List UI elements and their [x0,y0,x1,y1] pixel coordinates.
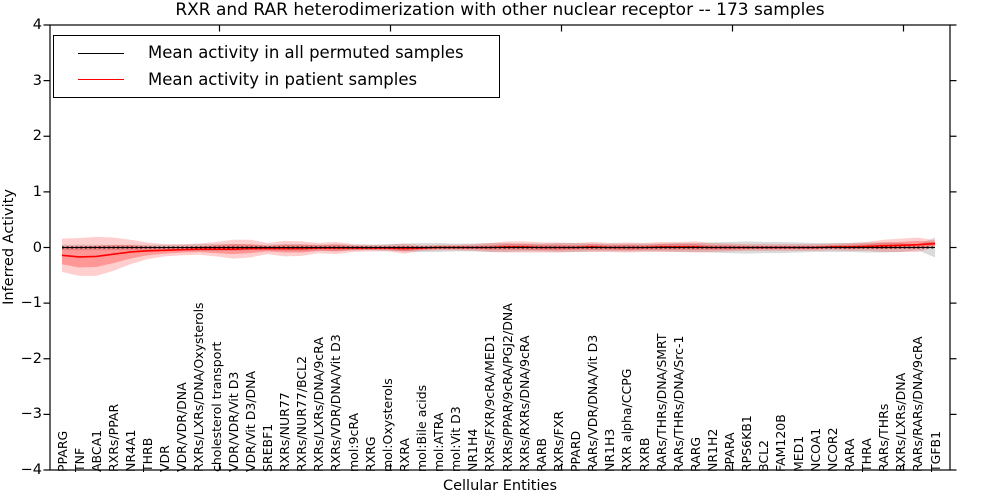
x-tick-label: THRA [859,438,875,472]
x-tick-label: RXR alpha/CCPG [619,368,635,472]
y-tick-label: −2 [20,350,42,367]
x-tick-label: MED1 [790,435,806,472]
x-tick-label: RXRs/VDR/DNA/Vit D3 [328,334,344,472]
x-tick-label: NR1H2 [704,428,720,472]
x-tick-label: mol:Bile acids [413,384,429,472]
x-tick-label: THRB [140,437,156,472]
legend-item-permuted: Mean activity in all permuted samples [78,44,499,62]
legend: Mean activity in all permuted samples Me… [53,35,500,98]
x-tick-label: TNF [71,447,87,472]
x-tick-label: ABCA1 [88,429,104,472]
x-tick-label: RXRs/FXR [550,410,566,472]
x-tick-label: mol:9cRA [345,412,361,472]
y-tick-label: −3 [20,406,42,423]
permuted-line-swatch [78,52,124,54]
x-tick-label: RXRs/FXR/9cRA/MED1 [482,334,498,472]
x-tick-label: NR1H4 [465,428,481,472]
x-tick-label: RARs/THRs/DNA/SMRT [653,333,669,472]
x-tick-label: RXRs/PPAR/9cRA/PGJ2/DNA [499,303,515,472]
x-tick-label: PPARA [722,432,738,472]
x-tick-label: cholesterol transport [208,341,224,472]
x-tick-label: RXRs/LXRs/DNA/9cRA [311,337,327,472]
x-tick-label: mol:ATRA [431,412,447,472]
x-tick-label: VDR/Vit D3/DNA [242,370,258,472]
x-tick-label: PPARD [568,430,584,472]
x-tick-label: mol:Oxysterols [379,378,395,472]
x-tick-label: NR4A1 [122,429,138,473]
y-tick-label: 3 [32,72,42,89]
x-tick-label: RXRB [636,437,652,472]
x-tick-label: RARs/RARs/DNA/9cRA [910,336,926,472]
x-tick-label: NCOR2 [824,427,840,472]
x-axis-label: Cellular Entities [442,478,558,494]
y-tick-label: 0 [32,239,42,256]
y-tick-label: 4 [32,17,42,33]
y-tick-label: −1 [20,295,42,312]
x-tick-label: RXRs/NUR77/BCL2 [294,356,310,472]
y-tick-label: −4 [20,462,42,478]
legend-item-patient: Mean activity in patient samples [78,69,499,89]
x-tick-label: VDR [157,445,173,472]
x-tick-label: RARs/THRs [876,403,892,472]
x-tick-label: NR1H3 [602,428,618,472]
x-tick-label: RARB [533,438,549,472]
x-tick-label: SREBF1 [259,423,275,472]
legend-label-patient: Mean activity in patient samples [148,69,418,89]
x-tick-label: PPARG [54,430,70,472]
x-tick-label: TGFB1 [927,430,943,472]
chart-title: RXR and RAR heterodimerization with othe… [175,0,825,20]
y-tick-label: 2 [32,128,42,145]
x-tick-label: RXRs/PPAR [105,403,121,472]
x-tick-label: RARs/VDR/DNA/Vit D3 [585,334,601,472]
x-tick-label: RARs/THRs/DNA/Src-1 [670,335,686,472]
x-tick-label: RARG [687,436,703,472]
x-tick-label: BCL2 [756,439,772,472]
x-tick-label: VDR/VDR/Vit D3 [225,371,241,472]
patient-line-swatch [78,79,124,81]
x-tick-label: RXRG [362,436,378,472]
x-tick-label: FAM120B [773,414,789,472]
y-tick-label: 1 [32,183,42,200]
x-tick-label: RXRA [396,438,412,472]
legend-label-permuted: Mean activity in all permuted samples [148,43,464,63]
x-tick-label: VDR/VDR/DNA [174,382,190,472]
x-tick-label: NCOA1 [807,427,823,472]
x-tick-label: RXRs/LXRs/DNA [893,372,909,472]
x-tick-label: RXRs/RXRs/DNA/9cRA [516,335,532,472]
x-tick-label: RXRs/NUR77 [277,392,293,472]
x-tick-label: RXRs/LXRs/DNA/Oxysterols [191,302,207,472]
x-tick-label: mol:Vit D3 [448,406,464,472]
x-tick-label: RARA [841,438,857,472]
x-tick-label: RPS6KB1 [739,415,755,472]
